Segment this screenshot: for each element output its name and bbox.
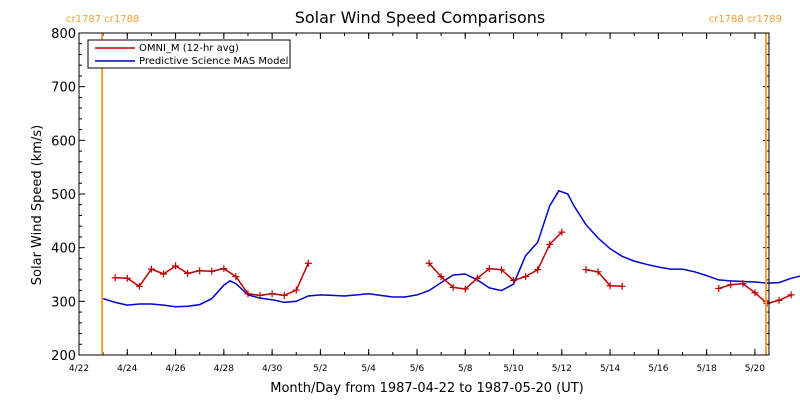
data-point-omni (558, 228, 566, 236)
x-tick-label: 5/14 (600, 364, 620, 374)
data-point-omni (461, 285, 469, 293)
data-point-omni (594, 268, 602, 276)
x-tick-label: 4/26 (165, 364, 185, 374)
x-tick-label: 5/20 (745, 364, 765, 374)
data-point-omni (244, 290, 252, 298)
data-point-omni (425, 259, 433, 267)
chart-title: Solar Wind Speed Comparisons (295, 8, 546, 27)
data-point-omni (739, 280, 747, 288)
data-point-omni (304, 259, 312, 267)
data-point-omni (787, 291, 795, 299)
data-point-omni (449, 283, 457, 291)
y-tick-label: 700 (51, 81, 76, 96)
data-point-omni (727, 281, 735, 289)
series-line-omni (585, 268, 623, 288)
data-point-omni (159, 270, 167, 278)
x-axis-label: Month/Day from 1987-04-22 to 1987-05-20 … (270, 381, 583, 396)
data-point-omni (485, 265, 493, 273)
series-line-mas-model (102, 189, 800, 308)
data-point-omni (618, 282, 626, 290)
data-point-omni (510, 276, 518, 284)
data-point-omni (606, 282, 614, 290)
data-point-omni (256, 291, 264, 299)
data-point-omni (775, 296, 783, 304)
y-tick-label: 200 (51, 349, 76, 364)
data-point-omni (751, 289, 759, 297)
legend: OMNI_M (12-hr avg) Predictive Science MA… (87, 39, 291, 69)
x-tick-label: 5/12 (552, 364, 572, 374)
data-point-omni (196, 267, 204, 275)
data-point-omni (546, 240, 554, 248)
data-point-omni (184, 269, 192, 277)
data-point-omni (172, 262, 180, 270)
data-point-omni (280, 291, 288, 299)
x-tick-label: 4/28 (214, 364, 234, 374)
x-tick-label: 4/30 (262, 364, 282, 374)
data-point-omni (123, 274, 131, 282)
data-point-omni (497, 266, 505, 274)
y-axis-label: Solar Wind Speed (km/s) (30, 125, 45, 285)
data-point-omni (135, 282, 143, 290)
x-tick-label: 5/10 (503, 364, 523, 374)
y-tick-label: 400 (51, 242, 76, 257)
data-point-omni (437, 273, 445, 281)
data-point-omni (232, 273, 240, 281)
y-tick-label: 800 (51, 27, 76, 42)
x-tick-label: 5/6 (410, 364, 425, 374)
x-tick-label: 5/2 (313, 364, 327, 374)
data-point-omni (522, 273, 530, 281)
x-tick-label: 5/4 (361, 364, 376, 374)
legend-label-mas: Predictive Science MAS Model (139, 56, 288, 67)
series-line-omni (428, 231, 563, 290)
y-tick-label: 500 (51, 188, 76, 203)
plot-frame (78, 32, 770, 356)
data-point-omni (534, 266, 542, 274)
data-point-omni (268, 290, 276, 298)
carrington-label: cr1788 cr1789 (709, 14, 782, 25)
x-tick-label: 4/22 (69, 364, 89, 374)
legend-label-omni: OMNI_M (12-hr avg) (139, 43, 239, 54)
data-point-omni (582, 266, 590, 274)
data-point-omni (111, 274, 119, 282)
data-point-omni (715, 284, 723, 292)
data-point-omni (147, 265, 155, 273)
carrington-label: cr1787 cr1788 (66, 14, 139, 25)
data-point-omni (208, 267, 216, 275)
y-tick-label: 300 (51, 295, 76, 310)
x-tick-label: 5/18 (697, 364, 717, 374)
data-point-omni (220, 265, 228, 273)
data-point-omni (473, 274, 481, 282)
x-tick-label: 5/16 (648, 364, 668, 374)
legend-box (87, 39, 291, 69)
x-tick-label: 4/24 (117, 364, 137, 374)
y-tick-label: 600 (51, 134, 76, 149)
x-tick-label: 5/8 (458, 364, 473, 374)
data-point-omni (292, 286, 300, 294)
